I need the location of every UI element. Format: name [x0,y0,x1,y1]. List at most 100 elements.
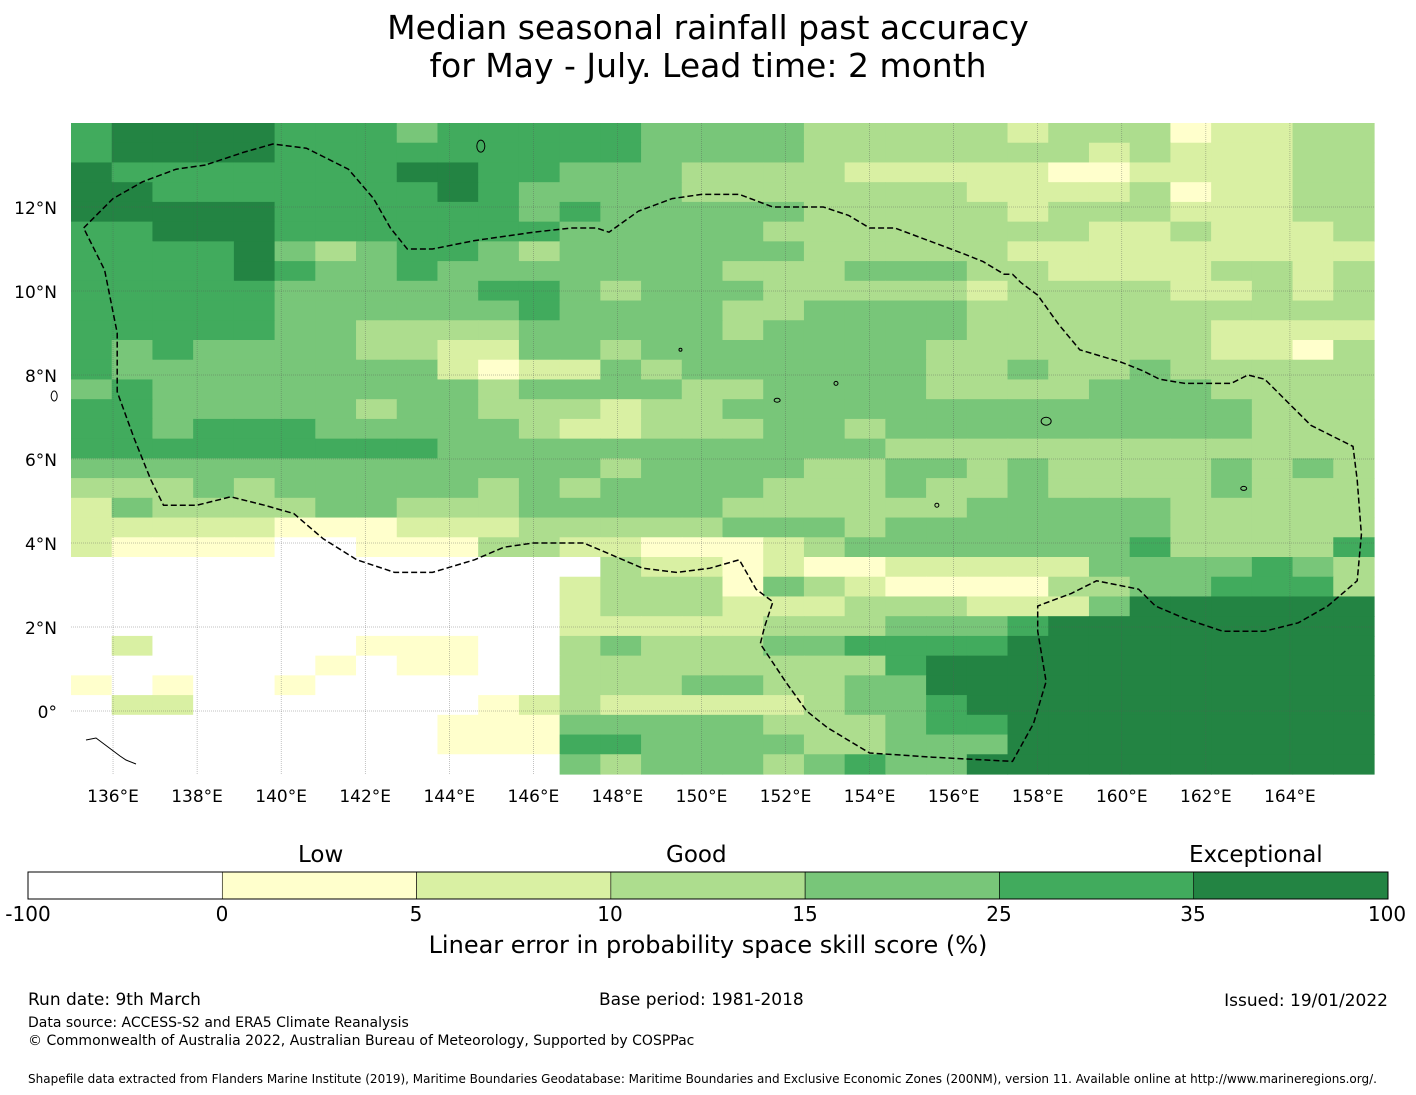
skill-cell [926,616,968,637]
skill-cell [1048,221,1090,242]
skill-cell [559,635,601,657]
skill-cell [1170,517,1212,538]
skill-cell [396,714,439,736]
skill-cell [1007,379,1049,400]
skill-cell [885,399,927,420]
skill-cell [926,537,968,558]
skill-cell [396,497,439,519]
skill-cell [803,734,846,755]
skill-cell [233,517,276,538]
skill-cell [600,123,642,144]
skill-cell [193,497,235,519]
skill-cell [885,714,927,736]
skill-cell [518,576,561,598]
skill-cell [274,320,316,341]
skill-cell [152,675,194,696]
skill-cell [1088,537,1131,558]
skill-cell [722,201,764,223]
skill-cell [1333,557,1375,578]
skill-cell [437,280,479,302]
skill-cell [1333,379,1375,400]
colorbar-frame [27,871,1389,900]
skill-cell [722,123,764,144]
skill-cell [193,182,235,203]
skill-cell [681,280,724,302]
skill-cell [396,635,439,657]
skill-cell [1007,123,1049,144]
skill-cell [926,359,968,381]
skill-cell [1211,517,1253,538]
skill-cell [1292,576,1334,598]
skill-cell [274,300,316,321]
skill-cell [437,695,479,716]
skill-cell [478,616,520,637]
skill-cell [600,596,642,617]
skill-cell [600,616,642,637]
skill-cell [1170,241,1212,262]
skill-cell [803,280,846,302]
skill-cell [722,241,764,262]
skill-cell [1007,596,1049,617]
skill-cell [111,359,154,381]
skill-cell [1048,201,1090,223]
skill-cell [885,596,927,617]
skill-cell [803,261,846,282]
skill-cell [1170,300,1212,321]
skill-cell [274,497,316,519]
skill-cell [1007,340,1049,361]
skill-cell [193,458,235,479]
skill-cell [641,221,683,242]
skill-cell [518,458,561,479]
skill-cell [1211,359,1253,381]
skill-cell [1333,418,1375,440]
skill-cell [274,418,316,440]
skill-cell [966,201,1009,223]
longitude-label: 156°E [928,787,980,807]
skill-cell [803,635,846,657]
skill-cell [437,123,479,144]
skill-cell [152,201,194,223]
skill-cell [559,418,601,440]
skill-cell [111,280,154,302]
skill-cell [681,596,724,617]
longitude-label: 158°E [1012,787,1064,807]
skill-cell [1129,438,1172,459]
skill-cell [926,418,968,440]
skill-cell [1048,418,1090,440]
skill-cell [966,714,1009,736]
skill-cell [885,517,927,538]
skill-cell [885,576,927,598]
skill-cell [478,300,520,321]
skill-cell [437,714,479,736]
skill-cell [1048,517,1090,538]
skill-cell [1007,734,1049,755]
skill-cell [152,182,194,203]
skill-cell [885,182,927,203]
skill-cell [1292,221,1334,242]
skill-cell [71,497,113,519]
skill-cell [1170,616,1212,637]
skill-cell [966,616,1009,637]
skill-cell [1129,162,1172,183]
longitude-label: 162°E [1180,787,1232,807]
skill-cell [315,438,357,459]
skill-cell [844,123,886,144]
skill-cell [356,241,398,262]
skill-cell [1048,182,1090,203]
skill-cell [641,596,683,617]
chart-title-line2: for May - July. Lead time: 2 month [429,46,987,85]
skill-cell [559,280,601,302]
skill-cell [681,734,724,755]
skill-cell [722,320,764,341]
skill-cell [193,557,235,578]
skill-cell [1211,340,1253,361]
skill-cell [559,754,601,775]
skill-cell [1333,201,1375,223]
skill-cell [1211,655,1253,676]
skill-cell [559,300,601,321]
skill-cell [71,655,113,676]
skill-cell [1251,537,1294,558]
colorbar-good-label: Good [666,842,727,868]
colorbar-tick-label: -100 [5,902,51,926]
skill-cell [966,359,1009,381]
